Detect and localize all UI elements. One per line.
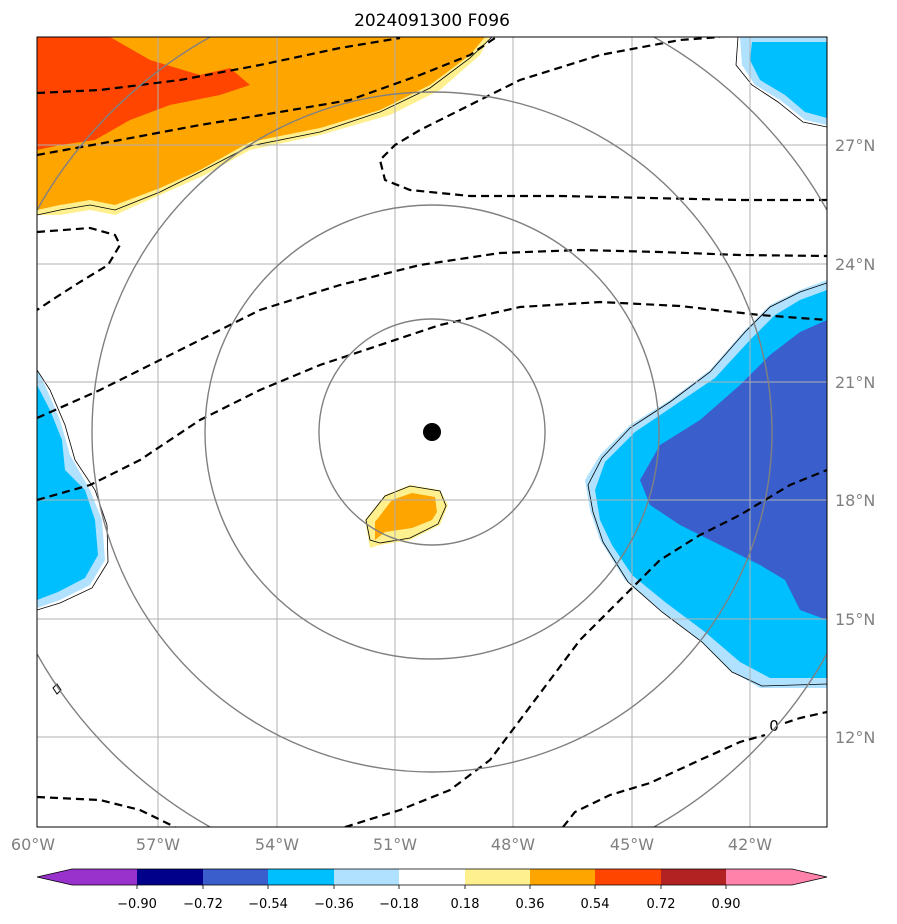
lon-tick-label: 54°W [255, 835, 299, 854]
sky-blue-fill-northeast [750, 42, 827, 118]
contour-label: 0 [769, 717, 779, 735]
lon-tick-label: 45°W [610, 835, 654, 854]
colorbar-segment [661, 869, 726, 885]
map-area: 0 [37, 37, 827, 827]
lat-tick-label: 15°N [835, 610, 875, 629]
lon-tick-label: 57°W [136, 835, 180, 854]
dashed-contour-6 [37, 300, 827, 502]
colorbar-tick-label: −0.36 [314, 897, 354, 912]
map-frame [36, 36, 828, 828]
lat-tick-label: 18°N [835, 491, 875, 510]
colorbar-segment [137, 869, 203, 885]
lat-tick-label: 24°N [835, 255, 875, 274]
dashed-contour-2 [37, 37, 496, 157]
colorbar-ticks [136, 885, 727, 889]
dashed-contour-1 [37, 37, 401, 95]
range-ring-1 [318, 318, 546, 546]
colorbar-tick-label: 0.54 [581, 897, 610, 912]
lon-tick-label: 42°W [728, 835, 772, 854]
dashed-contour-9 [562, 733, 766, 827]
lat-tick-labels: 27°N 24°N 21°N 18°N 15°N 12°N [835, 136, 875, 747]
colorbar-segment [334, 869, 399, 885]
red-orange-fill-northwest [37, 37, 250, 150]
gridlines [37, 37, 827, 827]
dashed-contour-3 [37, 226, 122, 311]
colorbar-tick-label: 0.72 [647, 897, 676, 912]
colorbar-segment [465, 869, 530, 885]
colorbar-tick-label: −0.18 [379, 897, 419, 912]
colorbar-tick-label: −0.72 [183, 897, 223, 912]
dashed-contour-7 [344, 468, 827, 827]
lon-tick-labels: 60°W 57°W 54°W 51°W 48°W 45°W 42°W [11, 835, 772, 854]
zero-contour-central [365, 485, 447, 544]
lat-tick-label: 27°N [835, 136, 875, 155]
colorbar-tick-label: 0.18 [451, 897, 480, 912]
dashed-contours [37, 37, 827, 827]
colorbar-extend-high [726, 869, 827, 885]
colorbar-segment [595, 869, 661, 885]
colorbar-extend-low [37, 869, 137, 885]
royal-blue-fill-east [640, 320, 827, 620]
positive-field-central [365, 485, 448, 548]
dashed-contour-5 [37, 248, 827, 420]
range-ring-3 [91, 91, 773, 773]
zero-contour-northwest [37, 37, 493, 216]
lat-tick-label: 21°N [835, 373, 875, 392]
map-title: 2024091300 F096 [354, 11, 510, 31]
negative-field-northeast [735, 37, 827, 128]
colorbar-tick-label: −0.54 [248, 897, 288, 912]
lon-tick-label: 51°W [373, 835, 417, 854]
lat-tick-label: 12°N [835, 728, 875, 747]
colorbar-tick-label: −0.90 [117, 897, 157, 912]
range-ring-2 [204, 204, 660, 660]
colorbar-segment [268, 869, 334, 885]
colorbar-segment [203, 869, 268, 885]
positive-field-northwest [37, 37, 493, 216]
range-rings [37, 37, 827, 827]
dashed-contour-8 [37, 795, 176, 827]
dashed-contour-10 [784, 710, 827, 725]
dashed-contour-4 [378, 37, 827, 202]
colorbar: −0.90 −0.72 −0.54 −0.36 −0.18 0.18 0.36 … [36, 868, 828, 912]
storm-center-marker [423, 423, 441, 441]
colorbar-segment [530, 869, 595, 885]
lon-tick-label: 48°W [491, 835, 535, 854]
colorbar-tick-label: 0.36 [516, 897, 545, 912]
colorbar-segment [399, 869, 465, 885]
lon-tick-label: 60°W [11, 835, 55, 854]
zero-contour-east [587, 282, 827, 687]
orange-fill-central [375, 493, 437, 540]
colorbar-outline [36, 868, 828, 886]
zero-contour-northeast [735, 37, 827, 128]
colorbar-tick-label: 0.90 [712, 897, 741, 912]
